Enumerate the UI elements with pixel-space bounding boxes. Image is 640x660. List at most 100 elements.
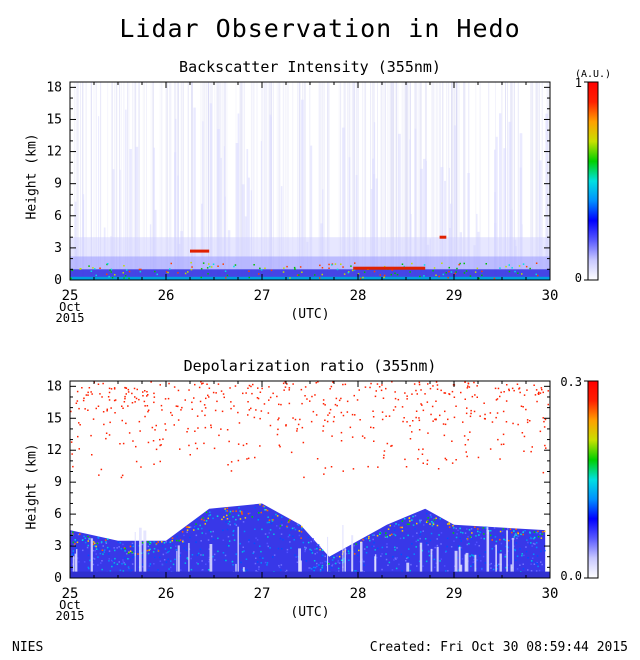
colorbar-min-label: 0 bbox=[575, 271, 582, 285]
depol-layer-texture bbox=[429, 514, 432, 516]
depol-layer-texture bbox=[266, 521, 269, 524]
depol-scatter-point bbox=[91, 393, 93, 395]
depol-scatter-point bbox=[422, 462, 424, 464]
depol-layer-texture bbox=[313, 540, 315, 542]
depol-layer-texture bbox=[470, 528, 473, 530]
backscatter-speckle bbox=[99, 267, 101, 269]
depol-surface-band bbox=[70, 571, 550, 578]
depol-layer-edge bbox=[522, 533, 524, 536]
depol-scatter-point bbox=[168, 382, 170, 385]
depol-scatter-point bbox=[529, 420, 531, 422]
backscatter-speckle bbox=[282, 271, 285, 273]
depol-scatter-point bbox=[434, 418, 436, 421]
backscatter-speckle bbox=[139, 270, 142, 273]
depol-scatter-point bbox=[363, 437, 366, 439]
depol-layer-edge bbox=[537, 530, 539, 533]
depol-layer-texture bbox=[533, 537, 535, 540]
depol-scatter-point bbox=[372, 416, 375, 418]
depol-layer-texture bbox=[496, 564, 499, 567]
depol-layer-texture bbox=[132, 544, 134, 546]
backscatter-noise-column bbox=[405, 82, 407, 280]
depol-layer-texture bbox=[296, 561, 299, 563]
depol-layer-texture bbox=[434, 546, 436, 549]
chart2-plot-area bbox=[70, 381, 550, 578]
y-tick-label: 0 bbox=[54, 571, 62, 586]
depol-layer-texture bbox=[534, 543, 536, 545]
depol-scatter-point bbox=[431, 405, 434, 408]
depol-scatter-point bbox=[108, 391, 111, 394]
depol-layer-texture bbox=[268, 532, 270, 534]
depol-scatter-point bbox=[437, 468, 440, 470]
depol-scatter-point bbox=[342, 470, 344, 472]
depol-layer-texture bbox=[132, 552, 134, 554]
depol-scatter-point bbox=[469, 415, 472, 418]
depol-layer-texture bbox=[269, 529, 272, 531]
depol-layer-texture bbox=[208, 560, 210, 563]
depol-layer-texture bbox=[472, 554, 474, 557]
depol-layer-texture bbox=[391, 569, 394, 571]
depol-layer-edge bbox=[72, 531, 74, 533]
depol-layer-texture bbox=[505, 566, 507, 569]
depol-layer-edge bbox=[401, 520, 404, 522]
depol-layer-edge bbox=[477, 528, 479, 530]
depol-layer-texture bbox=[349, 550, 351, 552]
depol-layer-texture bbox=[103, 551, 105, 553]
depol-scatter-point bbox=[102, 411, 105, 413]
depol-layer-texture bbox=[538, 532, 541, 535]
depol-layer-texture bbox=[498, 563, 500, 565]
y-tick-label: 15 bbox=[46, 411, 62, 426]
depol-layer-texture bbox=[396, 557, 398, 559]
depol-layer-texture bbox=[526, 539, 528, 541]
backscatter-noise-column bbox=[327, 82, 328, 280]
depol-scatter-point bbox=[181, 406, 183, 409]
depol-layer-texture bbox=[208, 556, 211, 559]
depol-layer-texture bbox=[101, 568, 103, 571]
depol-scatter-point bbox=[294, 418, 297, 421]
backscatter-speckle bbox=[529, 267, 531, 270]
depol-layer-texture bbox=[521, 553, 523, 555]
depol-layer-texture bbox=[113, 547, 115, 549]
depol-layer-texture bbox=[212, 555, 214, 558]
depol-scatter-point bbox=[484, 413, 486, 416]
depol-scatter-point bbox=[306, 398, 308, 400]
backscatter-noise-column bbox=[242, 82, 244, 280]
backscatter-streak bbox=[444, 180, 446, 280]
depol-layer-texture bbox=[89, 559, 91, 562]
depol-layer-edge bbox=[279, 525, 282, 527]
depol-scatter-point bbox=[432, 420, 434, 422]
depol-layer-texture bbox=[318, 564, 320, 566]
depol-scatter-point bbox=[81, 387, 83, 389]
depol-scatter-point bbox=[499, 395, 501, 398]
depol-layer-texture bbox=[414, 528, 416, 530]
depol-scatter-point bbox=[476, 385, 478, 387]
depol-layer-texture bbox=[515, 542, 518, 544]
depol-scatter-point bbox=[542, 417, 544, 419]
depol-scatter-point bbox=[352, 468, 355, 470]
depol-scatter-point bbox=[197, 427, 199, 429]
chart1-title: Backscatter Intensity (355nm) bbox=[179, 58, 441, 76]
depol-layer-texture bbox=[490, 562, 492, 565]
depol-layer-texture bbox=[425, 560, 428, 563]
depol-scatter-point bbox=[161, 409, 163, 411]
backscatter-streak bbox=[247, 177, 250, 280]
depol-scatter-point bbox=[173, 424, 175, 426]
depol-layer-texture bbox=[337, 561, 339, 563]
backscatter-noise-column bbox=[352, 82, 354, 280]
backscatter-noise-column bbox=[182, 82, 184, 280]
depol-layer-texture bbox=[514, 548, 516, 551]
depol-scatter-point bbox=[409, 425, 411, 427]
backscatter-noise-column bbox=[304, 82, 306, 280]
depol-layer-edge bbox=[146, 549, 149, 552]
x-tick-sublabel: Oct bbox=[59, 300, 81, 314]
depol-scatter-point bbox=[301, 402, 303, 405]
x-tick-label: 29 bbox=[446, 288, 463, 304]
backscatter-noise-column bbox=[138, 82, 140, 280]
depol-scatter-point bbox=[483, 402, 485, 404]
depol-layer-texture bbox=[93, 545, 96, 547]
backscatter-noise-column bbox=[403, 82, 405, 280]
backscatter-speckle bbox=[334, 263, 337, 265]
depol-scatter-point bbox=[113, 387, 116, 389]
depol-layer-texture bbox=[127, 558, 130, 560]
depol-layer-texture bbox=[222, 539, 225, 541]
depol-scatter-point bbox=[303, 476, 305, 479]
